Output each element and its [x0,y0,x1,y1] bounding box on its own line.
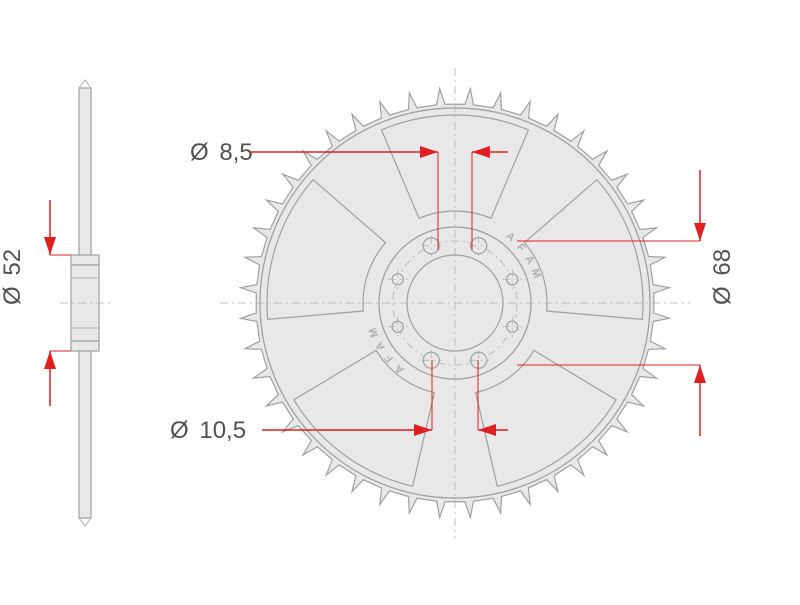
dim-value: 10,5 [199,417,246,444]
technical-drawing: AFAMAFAM Ø 8,5 Ø 52 [0,0,800,605]
phi-symbol: Ø [0,286,26,305]
phi-symbol: Ø [709,286,736,305]
svg-text:Ø 10,5: Ø 10,5 [170,417,246,444]
svg-text:Ø 52: Ø 52 [0,249,26,305]
dim-value: 52 [0,249,26,276]
phi-symbol: Ø [170,417,189,444]
phi-symbol: Ø [190,139,209,166]
dim-value: 8,5 [219,139,252,166]
dim-value: 68 [709,249,736,276]
svg-text:Ø 68: Ø 68 [709,249,736,305]
side-view [60,80,110,526]
svg-text:Ø 8,5: Ø 8,5 [190,139,253,166]
sprocket-front: AFAMAFAM [220,68,690,538]
